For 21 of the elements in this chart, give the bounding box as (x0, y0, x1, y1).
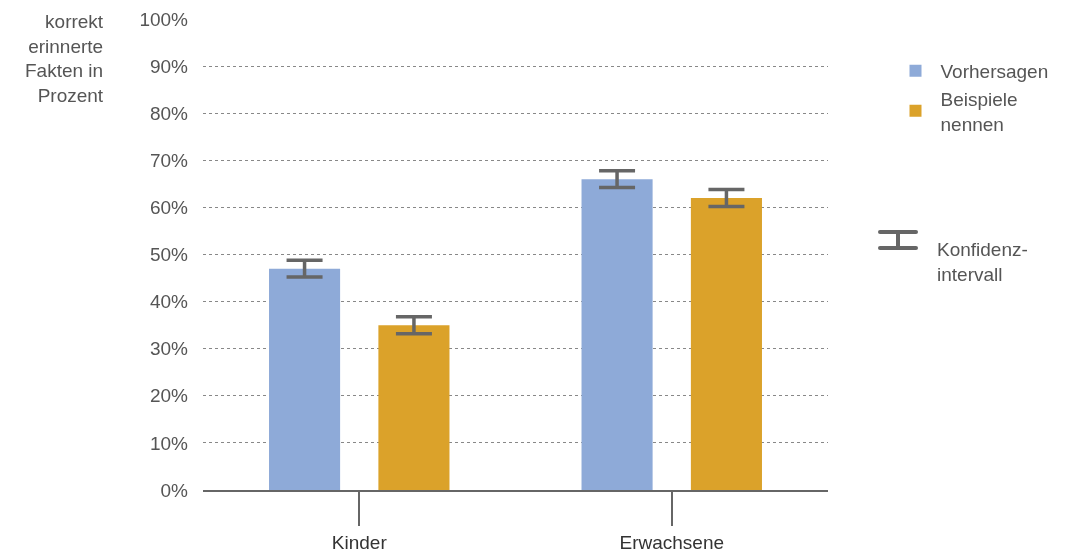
y-tick-label: 20% (149, 385, 189, 407)
bar (378, 325, 450, 490)
y-axis-title: korrekt erinnerte Fakten in Prozent (25, 11, 104, 107)
y-tick-label: 10% (149, 432, 189, 454)
x-tick-label: Kinder (331, 531, 388, 553)
y-tick-label: 0% (160, 479, 189, 501)
y-tick-label: 100% (139, 8, 189, 30)
bar (269, 268, 341, 490)
text: Konfidenz-intervall (937, 239, 1028, 285)
y-tick-label: 80% (149, 102, 189, 124)
y-tick-label: 70% (149, 149, 189, 171)
x-tick-label: Erwachsene (619, 531, 725, 553)
legend-label: Beispiele nennen (940, 88, 1018, 135)
y-tick-label: 50% (149, 244, 189, 266)
bar (581, 179, 653, 490)
y-tick-label: 40% (149, 291, 189, 313)
y-tick-label: 60% (149, 197, 189, 219)
y-tick-label: 90% (149, 55, 189, 77)
bar (690, 197, 762, 490)
y-tick-label: 30% (149, 338, 189, 360)
legend-label: Vorhersagen (940, 61, 1049, 83)
